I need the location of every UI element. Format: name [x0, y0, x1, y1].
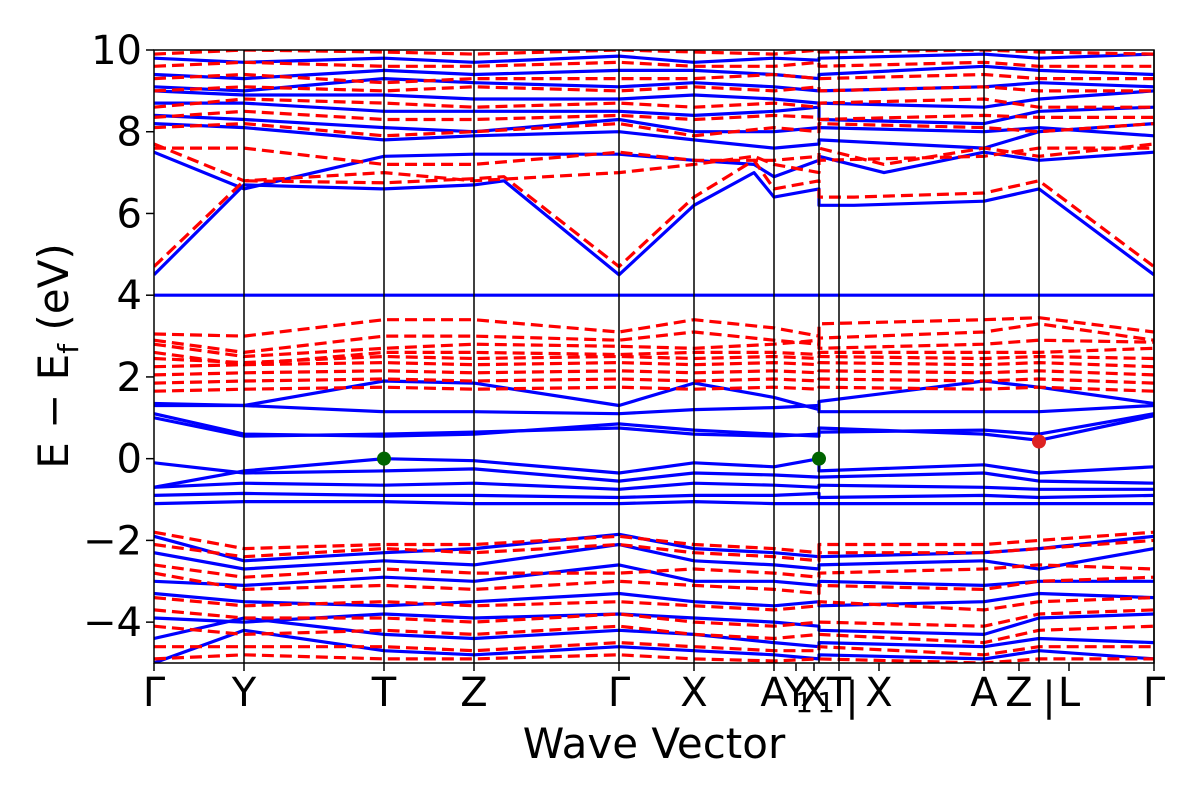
band-line-dashed — [154, 361, 1154, 369]
extremum-marker — [377, 451, 391, 466]
band-line-dashed — [154, 146, 1154, 166]
y-tick-label: 4 — [117, 273, 142, 319]
x-axis-ticks: Γ Y T Z Γ X AYX T X A Z L Γ1 1 | | — [143, 663, 1166, 720]
x-tick-separator: | — [1042, 674, 1055, 720]
extremum-marker — [1032, 434, 1046, 449]
band-line-dashed — [154, 322, 1154, 354]
bands-layer — [154, 50, 1154, 663]
x-tick-label: A — [970, 670, 998, 716]
y-tick-label: −2 — [83, 518, 142, 564]
x-tick-label: Y — [783, 670, 809, 716]
band-line-dashed — [154, 377, 1154, 385]
band-line-dashed — [154, 571, 1154, 596]
extrema-markers — [377, 434, 1046, 466]
x-tick-subscript: 1 — [795, 686, 813, 719]
x-tick-label: T — [826, 670, 852, 716]
band-line-solid — [154, 542, 1154, 571]
x-tick-label: X — [800, 670, 827, 716]
y-axis-label-unit: (eV) — [29, 243, 78, 344]
y-tick-label: 8 — [117, 110, 142, 156]
band-line-dashed — [154, 316, 1154, 338]
band-line-dashed — [154, 97, 1154, 109]
y-axis-label-main: E − E — [29, 354, 78, 469]
band-line-dashed — [154, 538, 1154, 563]
x-tick-label: L — [1058, 670, 1081, 716]
band-line-solid — [154, 101, 1154, 126]
band-line-dashed — [154, 563, 1154, 579]
band-line-solid — [154, 612, 1154, 636]
y-tick-label: −4 — [83, 600, 142, 646]
band-line-dashed — [154, 60, 1154, 68]
y-tick-label: 6 — [117, 191, 142, 237]
band-line-solid — [154, 122, 1154, 150]
band-line-dashed — [154, 142, 1154, 183]
band-line-solid — [154, 491, 1154, 500]
band-line-solid — [154, 150, 1154, 191]
band-line-solid — [154, 591, 1154, 608]
x-tick-label: Y — [231, 670, 257, 716]
band-line-solid — [154, 89, 1154, 109]
band-line-dashed — [154, 369, 1154, 377]
band-line-dashed — [154, 122, 1154, 138]
band-line-solid — [154, 64, 1154, 81]
band-line-solid — [154, 52, 1154, 64]
band-line-solid — [154, 403, 1154, 416]
x-tick-label: T — [371, 670, 397, 716]
y-tick-label: 0 — [117, 437, 142, 483]
y-tick-label: 10 — [91, 28, 142, 74]
band-line-dashed — [154, 85, 1154, 93]
x-tick-subscript: 1 — [817, 686, 835, 719]
x-axis-label: Wave Vector — [523, 719, 786, 768]
band-line-solid — [154, 481, 1154, 491]
plot-frame — [153, 49, 1155, 664]
band-line-dashed — [154, 338, 1154, 359]
band-line-dashed — [154, 109, 1154, 122]
y-axis-ticks: −4 −2 0 2 4 6 8 10 — [83, 28, 154, 646]
x-tick-label: A — [760, 670, 788, 716]
extremum-marker — [812, 451, 826, 466]
band-line-solid — [154, 379, 1154, 412]
x-tick-label: Z — [1005, 670, 1032, 716]
band-line-solid — [154, 457, 1154, 489]
x-tick-label: Γ — [143, 670, 166, 716]
band-line-solid — [154, 500, 1154, 506]
x-tick-separator: | — [845, 674, 858, 720]
band-line-dashed — [154, 596, 1154, 612]
y-axis-label-subscript: f — [52, 343, 85, 354]
x-tick-label: Γ — [608, 670, 631, 716]
x-tick-label: Z — [460, 670, 487, 716]
x-tick-label: X — [865, 670, 892, 716]
y-tick-label: 2 — [117, 355, 142, 401]
band-line-dashed — [154, 50, 1154, 56]
x-tick-label: Γ — [1143, 670, 1166, 716]
band-line-dashed — [154, 530, 1154, 555]
band-line-solid — [154, 171, 1154, 277]
x-tick-label: X — [680, 670, 707, 716]
band-line-dashed — [154, 385, 1154, 393]
band-line-dashed — [154, 346, 1154, 367]
band-line-solid — [154, 563, 1154, 587]
y-axis-label: E − Ef (eV) — [29, 243, 85, 469]
band-line-dashed — [154, 354, 1154, 365]
band-line-dashed — [154, 641, 1154, 657]
band-line-solid — [154, 412, 1154, 438]
